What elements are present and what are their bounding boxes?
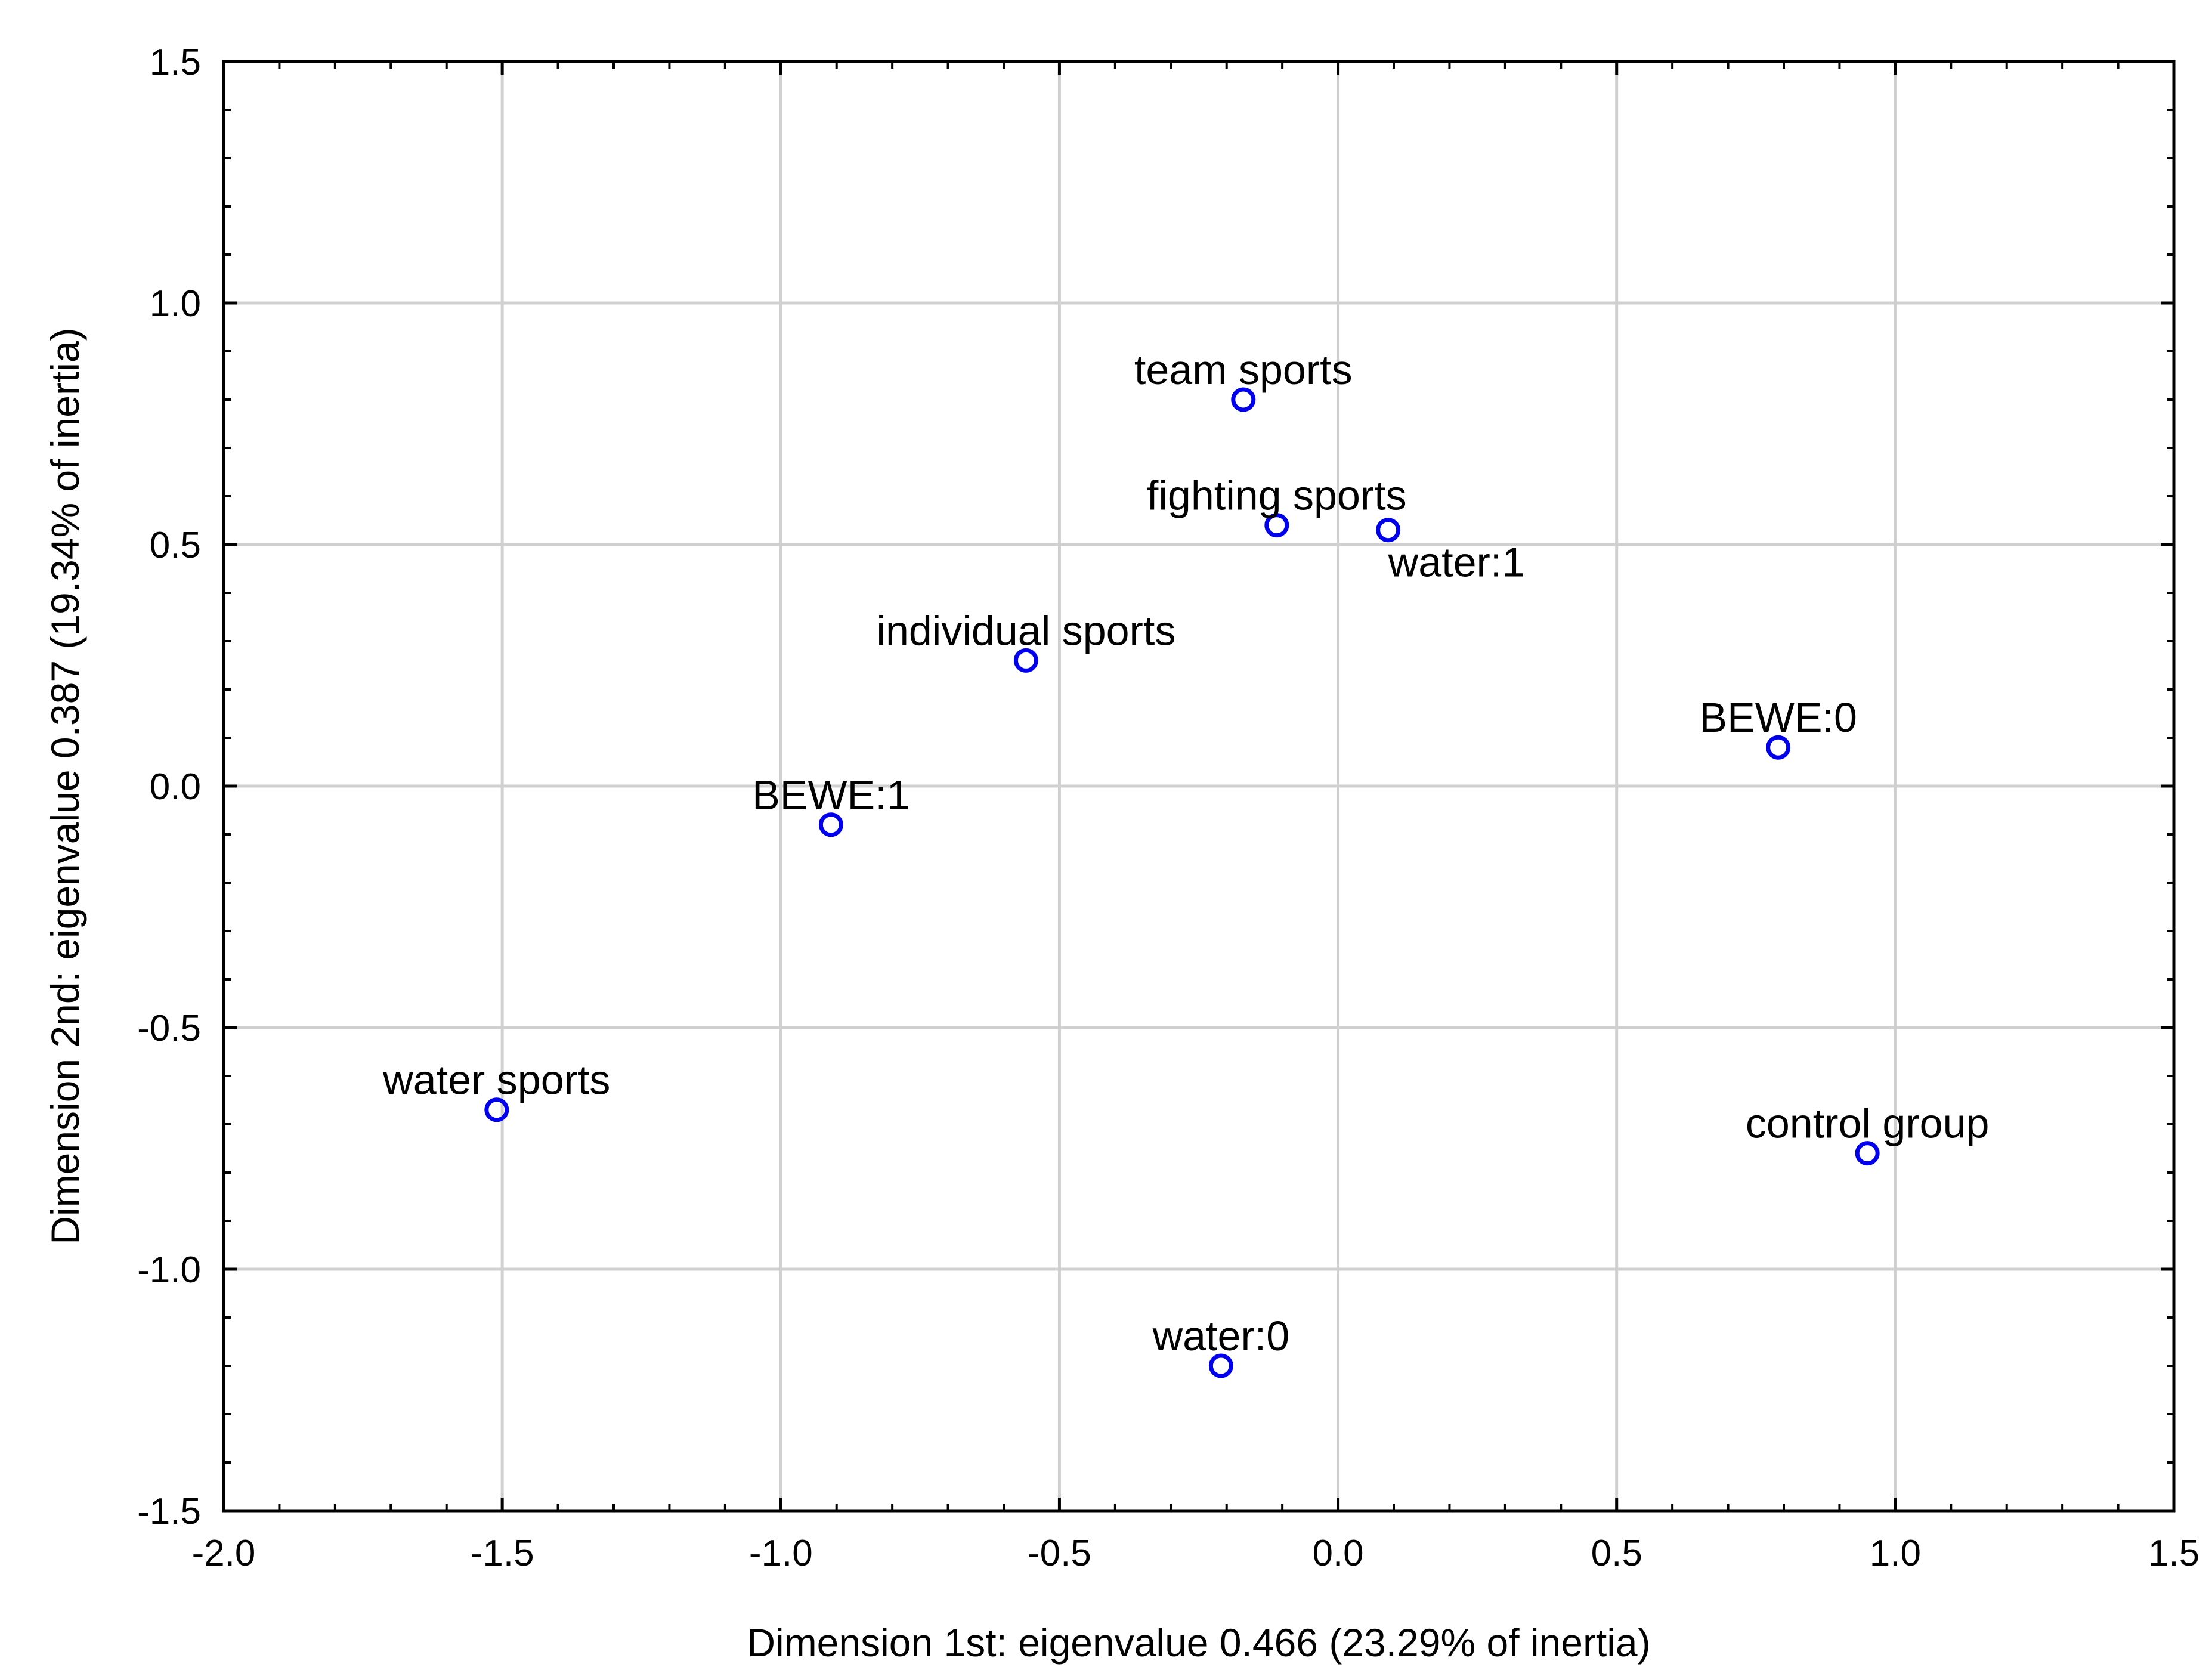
data-label: fighting sports <box>1147 472 1407 519</box>
y-tick-label: -1.5 <box>137 1491 201 1532</box>
y-tick-label: 0.5 <box>150 525 201 566</box>
data-label: BEWE:0 <box>1699 694 1857 741</box>
x-tick-label: -1.5 <box>471 1533 534 1574</box>
x-axis-title: Dimension 1st: eigenvalue 0.466 (23.29% … <box>747 1620 1650 1665</box>
data-labels: team sports fighting sports water:1 individ… <box>382 347 1989 1359</box>
x-tick-label: 0.0 <box>1312 1533 1363 1574</box>
x-tick-label: -1.0 <box>749 1533 813 1574</box>
x-tick-label: -2.0 <box>192 1533 256 1574</box>
y-tick-label: 0.0 <box>150 766 201 808</box>
x-tick-label: 0.5 <box>1591 1533 1642 1574</box>
data-point <box>484 1097 509 1122</box>
data-label: individual sports <box>876 607 1175 654</box>
y-axis-title: Dimension 2nd: eigenvalue 0.387 (19.34% … <box>43 327 87 1244</box>
data-point <box>1855 1141 1880 1166</box>
data-points <box>484 387 1880 1378</box>
y-tick-label: 1.5 <box>150 42 201 83</box>
y-tick-label: -1.0 <box>137 1250 201 1291</box>
y-tick-label: 1.0 <box>150 283 201 324</box>
data-label: water sports <box>382 1057 610 1103</box>
data-label: water:0 <box>1152 1313 1290 1359</box>
data-point <box>1208 1353 1233 1378</box>
data-point <box>1264 513 1289 538</box>
tick-labels: -2.0 -1.5 -1.0 -0.5 0.0 0.5 1.0 1.51.51.00.50.0… <box>137 42 2199 1574</box>
x-tick-label: 1.0 <box>1870 1533 1921 1574</box>
data-point <box>818 812 843 837</box>
data-label: team sports <box>1134 347 1353 393</box>
data-point <box>1013 648 1038 673</box>
data-label: control group <box>1746 1100 1990 1147</box>
data-label: BEWE:1 <box>752 772 910 818</box>
x-tick-label: 1.5 <box>2148 1533 2199 1574</box>
plot-frame <box>222 60 2176 1513</box>
data-point <box>1766 735 1791 760</box>
x-tick-label: -0.5 <box>1028 1533 1091 1574</box>
data-point <box>1376 518 1401 543</box>
data-label: water:1 <box>1388 539 1526 586</box>
grid <box>224 61 2174 1511</box>
y-tick-label: -0.5 <box>137 1008 201 1049</box>
data-point <box>1231 387 1256 412</box>
